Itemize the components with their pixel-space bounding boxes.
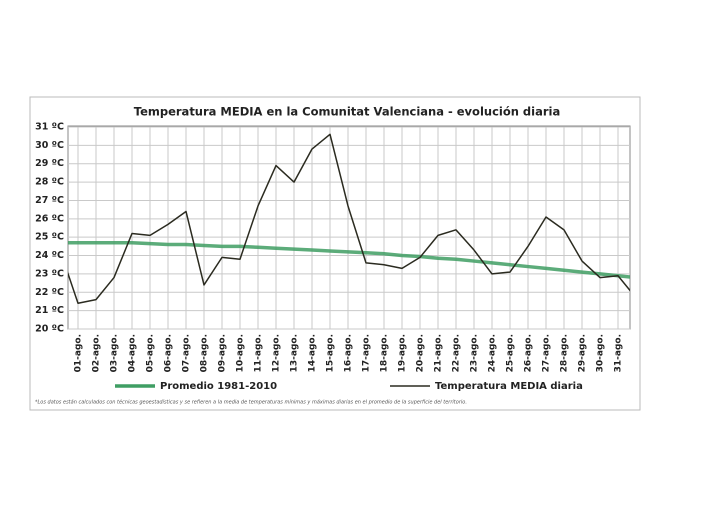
y-tick-label: 31 ºC <box>35 122 64 133</box>
y-tick-label: 29 ºC <box>35 158 64 169</box>
x-tick-label: 13-ago. <box>290 334 300 372</box>
x-tick-label: 22-ago. <box>452 334 462 372</box>
x-tick-label: 24-ago. <box>488 334 498 372</box>
series-line <box>68 133 630 305</box>
x-tick-label: 01-ago. <box>74 334 84 372</box>
x-tick-label: 04-ago. <box>128 334 138 372</box>
x-tick-label: 05-ago. <box>146 334 156 372</box>
x-tick-label: 07-ago. <box>182 334 192 372</box>
x-tick-label: 17-ago. <box>362 334 372 372</box>
series-line <box>68 240 630 279</box>
x-tick-label: 06-ago. <box>164 334 174 372</box>
x-tick-label: 25-ago. <box>506 334 516 372</box>
x-tick-label: 23-ago. <box>470 334 480 372</box>
x-tick-label: 28-ago. <box>560 334 570 372</box>
x-tick-label: 03-ago. <box>110 334 120 372</box>
x-tick-label: 09-ago. <box>218 334 228 372</box>
x-tick-label: 19-ago. <box>398 334 408 372</box>
x-tick-label: 10-ago. <box>236 334 246 372</box>
legend-label: Promedio 1981-2010 <box>160 381 277 392</box>
x-tick-label: 21-ago. <box>434 334 444 372</box>
series-group <box>68 133 630 305</box>
y-tick-label: 24 ºC <box>35 250 64 261</box>
x-tick-label: 12-ago. <box>272 334 282 372</box>
y-tick-label: 20 ºC <box>35 324 64 335</box>
x-tick-label: 16-ago. <box>344 334 354 372</box>
x-tick-label: 02-ago. <box>92 334 102 372</box>
legend-label: Temperatura MEDIA diaria <box>435 381 583 392</box>
x-tick-label: 30-ago. <box>596 334 606 372</box>
y-tick-label: 22 ºC <box>35 287 64 298</box>
y-tick-label: 28 ºC <box>35 177 64 188</box>
x-tick-label: 11-ago. <box>254 334 264 372</box>
x-tick-label: 29-ago. <box>578 334 588 372</box>
y-tick-label: 27 ºC <box>35 195 64 206</box>
x-tick-label: 18-ago. <box>380 334 390 372</box>
y-tick-label: 25 ºC <box>35 232 64 243</box>
x-tick-label: 14-ago. <box>308 334 318 372</box>
footnote: *Los datos están calculados con técnicas… <box>35 399 467 406</box>
y-tick-label: 21 ºC <box>35 305 64 316</box>
y-tick-label: 30 ºC <box>35 140 64 151</box>
x-tick-label: 26-ago. <box>524 334 534 372</box>
y-tick-label: 23 ºC <box>35 268 64 279</box>
x-tick-label: 31-ago. <box>614 334 624 372</box>
x-tick-label: 15-ago. <box>326 334 336 372</box>
x-tick-label: 27-ago. <box>542 334 552 372</box>
chart-title: Temperatura MEDIA en la Comunitat Valenc… <box>134 105 561 119</box>
x-tick-label: 08-ago. <box>200 334 210 372</box>
x-tick-label: 20-ago. <box>416 334 426 372</box>
y-tick-label: 26 ºC <box>35 213 64 224</box>
